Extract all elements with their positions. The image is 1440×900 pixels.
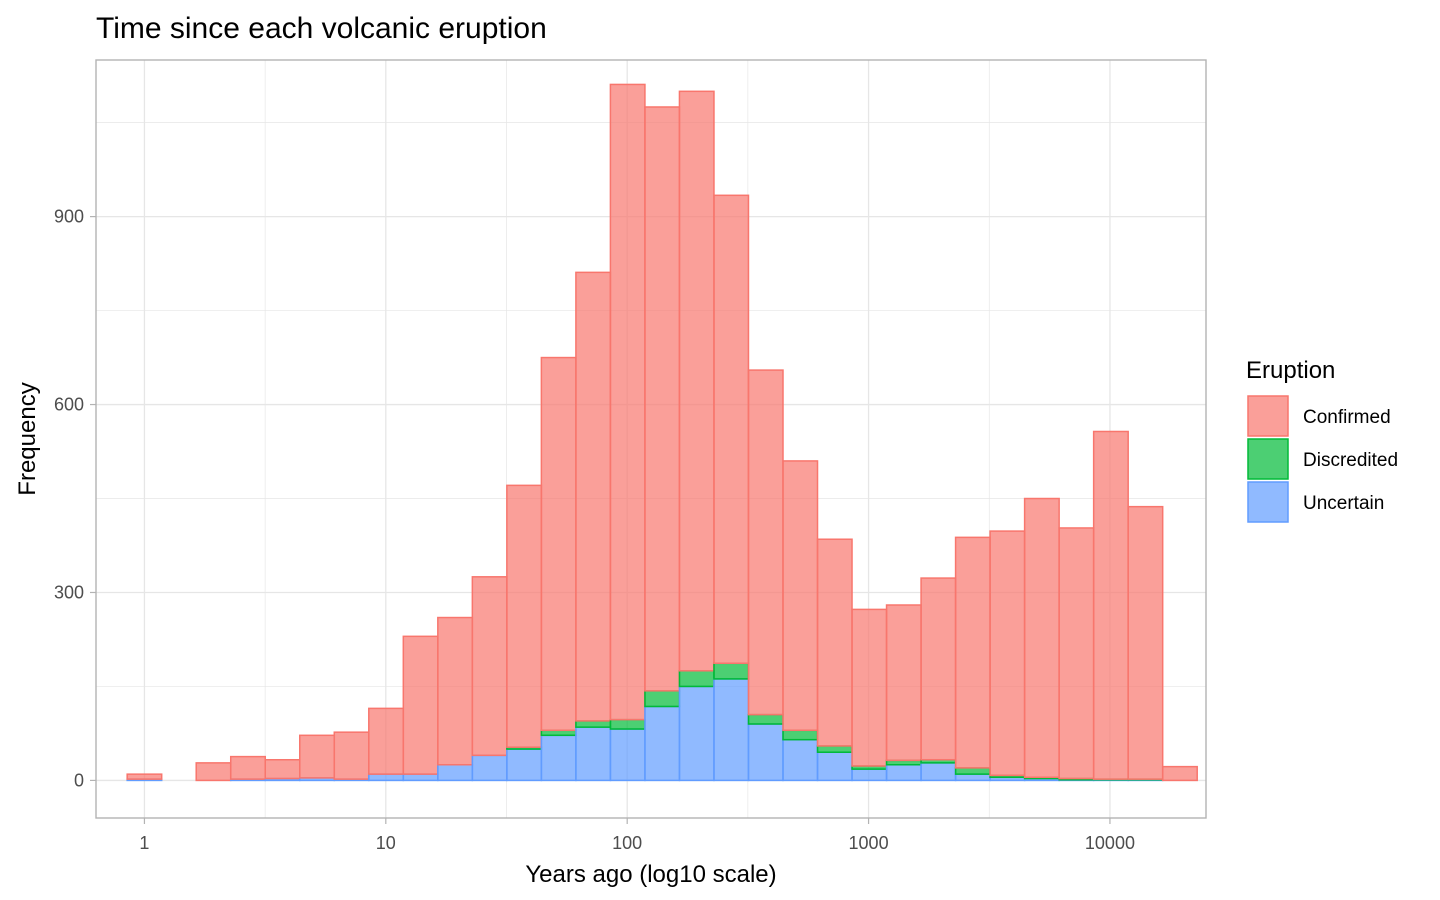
legend: Eruption Confirmed Discredited Uncertain [1246, 357, 1398, 523]
bar-confirmed [1023, 497, 1060, 779]
bar-uncertain [540, 734, 577, 782]
bar-confirmed [471, 576, 508, 757]
bar-confirmed [540, 356, 577, 732]
x-axis-ticks: 1 10 100 1000 10000 [139, 818, 1135, 853]
bar-confirmed [644, 106, 681, 692]
bar-confirmed [954, 536, 991, 769]
bar-uncertain [575, 726, 612, 782]
plot-panel [95, 59, 1207, 819]
legend-key-uncertain [1247, 481, 1289, 523]
bar-uncertain [368, 773, 405, 782]
y-axis-title: Frequency [14, 382, 41, 495]
x-tick-label: 1000 [849, 833, 889, 853]
bar-confirmed [264, 758, 301, 780]
bar-uncertain [782, 738, 819, 782]
bar-uncertain [747, 723, 784, 782]
legend-label-discredited: Discredited [1303, 450, 1398, 471]
y-tick-label: 600 [54, 395, 84, 415]
bar-discredited [540, 729, 577, 737]
x-tick-label: 100 [612, 833, 642, 853]
bar-discredited [609, 718, 646, 730]
bar-uncertain [851, 768, 888, 782]
bar-confirmed [920, 577, 957, 761]
bar-confirmed [333, 731, 370, 780]
bar-uncertain [816, 751, 853, 782]
x-tick-label: 10 [376, 833, 396, 853]
bar-discredited [816, 745, 853, 753]
bar-confirmed [368, 707, 405, 775]
bar-confirmed [126, 773, 163, 780]
chart-title: Time since each volcanic eruption [96, 12, 547, 45]
legend-items: Confirmed Discredited Uncertain [1247, 395, 1398, 523]
bar-confirmed [1161, 765, 1198, 782]
bar-discredited [644, 690, 681, 708]
bar-discredited [747, 713, 784, 725]
bar-uncertain [678, 685, 715, 782]
bar-discredited [954, 767, 991, 775]
bar-confirmed [747, 369, 784, 716]
x-axis-title: Years ago (log10 scale) [525, 861, 776, 888]
bar-confirmed [609, 83, 646, 721]
bar-confirmed [437, 616, 474, 766]
bar-confirmed [851, 608, 888, 767]
x-tick-label: 10000 [1085, 833, 1135, 853]
bar-discredited [575, 720, 612, 728]
bar-confirmed [678, 90, 715, 672]
bar-uncertain [885, 764, 922, 782]
bar-uncertain [713, 678, 750, 782]
bar-confirmed [782, 460, 819, 732]
bar-confirmed [1092, 430, 1129, 780]
bar-confirmed [402, 635, 439, 775]
bar-confirmed [229, 755, 266, 780]
bar-discredited [678, 670, 715, 688]
bar-discredited [782, 729, 819, 741]
x-tick-label: 1 [139, 833, 149, 853]
bar-confirmed [1127, 505, 1164, 780]
legend-key-confirmed [1247, 395, 1289, 437]
bar-uncertain [471, 754, 508, 782]
legend-title: Eruption [1246, 357, 1335, 384]
bar-uncertain [506, 748, 543, 782]
legend-key-discredited [1247, 438, 1289, 480]
bar-uncertain [920, 762, 957, 782]
bar-uncertain [609, 728, 646, 782]
bar-discredited [713, 662, 750, 680]
y-tick-label: 900 [54, 207, 84, 227]
legend-label-uncertain: Uncertain [1303, 493, 1384, 514]
bar-uncertain [954, 773, 991, 782]
bar-confirmed [885, 604, 922, 762]
y-axis-ticks: 0 300 600 900 [54, 207, 96, 790]
bar-uncertain [644, 705, 681, 782]
bar-confirmed [816, 538, 853, 747]
y-tick-label: 300 [54, 582, 84, 602]
bar-confirmed [506, 484, 543, 748]
bars [126, 83, 1198, 782]
bar-confirmed [299, 734, 336, 779]
legend-label-confirmed: Confirmed [1303, 407, 1391, 428]
bar-confirmed [1058, 527, 1095, 780]
bar-uncertain [437, 764, 474, 782]
bar-uncertain [402, 773, 439, 782]
bar-confirmed [713, 194, 750, 665]
bar-confirmed [575, 271, 612, 722]
y-tick-label: 0 [74, 770, 84, 790]
bar-confirmed [195, 762, 232, 782]
bar-confirmed [989, 530, 1026, 777]
plot-border [95, 59, 1207, 819]
